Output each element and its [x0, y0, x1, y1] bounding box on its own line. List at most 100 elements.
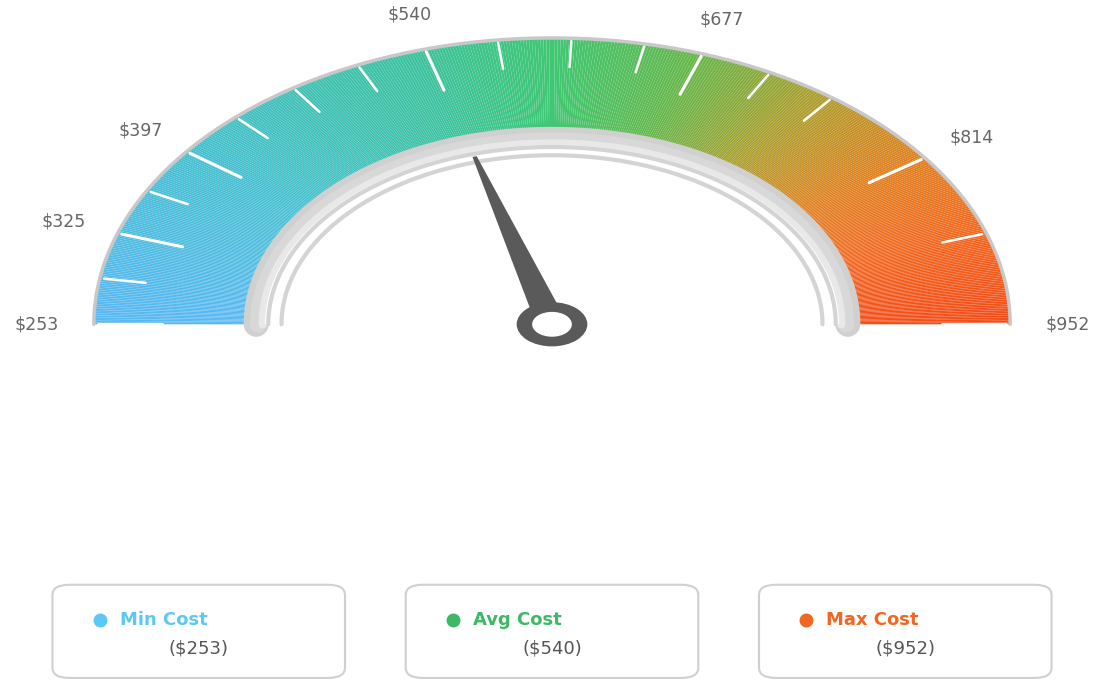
- Wedge shape: [586, 40, 609, 145]
- Wedge shape: [301, 83, 395, 173]
- Wedge shape: [276, 95, 379, 180]
- Wedge shape: [311, 79, 402, 170]
- Wedge shape: [381, 58, 446, 157]
- Wedge shape: [181, 155, 319, 218]
- Wedge shape: [383, 57, 447, 156]
- Wedge shape: [96, 294, 264, 306]
- Wedge shape: [214, 130, 340, 202]
- Wedge shape: [763, 128, 888, 201]
- Wedge shape: [651, 55, 712, 155]
- Wedge shape: [566, 39, 577, 144]
- Wedge shape: [460, 43, 496, 147]
- Wedge shape: [418, 50, 469, 151]
- Wedge shape: [707, 83, 800, 172]
- Wedge shape: [297, 86, 392, 174]
- Wedge shape: [838, 279, 1005, 297]
- Wedge shape: [662, 59, 729, 157]
- Wedge shape: [486, 41, 512, 146]
- Wedge shape: [190, 148, 325, 213]
- Wedge shape: [740, 106, 851, 187]
- Wedge shape: [162, 172, 307, 229]
- Wedge shape: [274, 96, 378, 181]
- Wedge shape: [824, 226, 983, 263]
- Wedge shape: [94, 321, 263, 323]
- Wedge shape: [199, 140, 330, 209]
- Wedge shape: [820, 217, 978, 258]
- Wedge shape: [285, 90, 385, 177]
- Wedge shape: [115, 237, 276, 270]
- Wedge shape: [841, 312, 1010, 317]
- Wedge shape: [835, 266, 1001, 288]
- Wedge shape: [265, 145, 839, 324]
- Wedge shape: [841, 322, 1010, 324]
- Wedge shape: [604, 43, 638, 147]
- Wedge shape: [760, 124, 882, 199]
- Wedge shape: [109, 250, 273, 278]
- Wedge shape: [737, 105, 849, 186]
- Wedge shape: [94, 312, 263, 317]
- Wedge shape: [753, 118, 872, 195]
- Wedge shape: [364, 62, 435, 159]
- Wedge shape: [627, 48, 675, 150]
- Text: ($540): ($540): [522, 640, 582, 658]
- Wedge shape: [262, 101, 371, 184]
- Wedge shape: [458, 43, 495, 148]
- Wedge shape: [95, 308, 263, 315]
- Wedge shape: [839, 288, 1007, 303]
- Wedge shape: [247, 110, 361, 190]
- Wedge shape: [119, 229, 279, 265]
- Wedge shape: [839, 290, 1007, 304]
- Wedge shape: [691, 73, 775, 166]
- Wedge shape: [321, 76, 407, 168]
- Wedge shape: [495, 40, 518, 145]
- Wedge shape: [633, 49, 682, 151]
- Wedge shape: [815, 204, 969, 249]
- Wedge shape: [187, 150, 322, 215]
- Wedge shape: [229, 121, 349, 197]
- Wedge shape: [168, 166, 310, 226]
- Wedge shape: [354, 65, 428, 161]
- Wedge shape: [575, 39, 592, 144]
- Wedge shape: [299, 84, 394, 173]
- FancyBboxPatch shape: [406, 584, 699, 678]
- Wedge shape: [319, 77, 406, 168]
- Wedge shape: [687, 71, 767, 165]
- Wedge shape: [183, 153, 320, 217]
- Wedge shape: [574, 39, 590, 144]
- Wedge shape: [131, 209, 287, 253]
- Wedge shape: [639, 52, 693, 152]
- Wedge shape: [177, 159, 316, 221]
- Wedge shape: [147, 190, 297, 240]
- Wedge shape: [360, 63, 432, 160]
- Wedge shape: [149, 186, 298, 238]
- Wedge shape: [836, 270, 1002, 292]
- Wedge shape: [731, 99, 837, 183]
- Wedge shape: [440, 46, 484, 149]
- Wedge shape: [794, 168, 937, 226]
- Wedge shape: [347, 68, 424, 163]
- Wedge shape: [788, 159, 927, 221]
- Wedge shape: [825, 229, 985, 265]
- Wedge shape: [217, 127, 342, 201]
- Wedge shape: [818, 213, 975, 255]
- Wedge shape: [626, 48, 671, 150]
- Wedge shape: [108, 251, 273, 279]
- Wedge shape: [841, 317, 1010, 321]
- Wedge shape: [785, 155, 923, 218]
- Wedge shape: [327, 75, 411, 167]
- Wedge shape: [772, 137, 901, 207]
- Wedge shape: [741, 107, 852, 188]
- Wedge shape: [94, 315, 263, 319]
- Wedge shape: [569, 39, 581, 144]
- Wedge shape: [635, 50, 686, 151]
- Wedge shape: [840, 299, 1009, 310]
- Wedge shape: [764, 130, 890, 202]
- Wedge shape: [106, 258, 270, 284]
- Wedge shape: [698, 77, 785, 168]
- Wedge shape: [145, 191, 296, 242]
- Text: $397: $397: [118, 121, 163, 139]
- Wedge shape: [112, 243, 275, 274]
- Wedge shape: [838, 283, 1006, 299]
- Wedge shape: [840, 294, 1008, 306]
- Wedge shape: [394, 55, 454, 155]
